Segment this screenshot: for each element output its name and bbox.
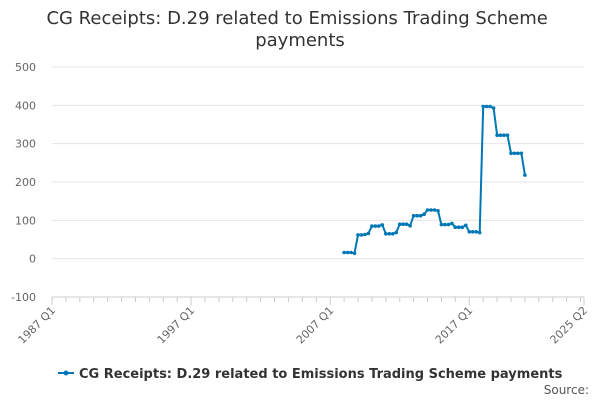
data-point[interactable] xyxy=(443,222,447,227)
data-point[interactable] xyxy=(502,133,506,137)
y-tick-label: 100 xyxy=(15,214,36,227)
data-point[interactable] xyxy=(384,232,388,236)
chart-title: CG Receipts: D.29 related to Emissions T… xyxy=(46,8,553,51)
x-tick-label: 2017 Q1 xyxy=(433,304,476,347)
data-point[interactable] xyxy=(363,232,367,237)
legend-label: CG Receipts: D.29 related to Emissions T… xyxy=(79,367,563,382)
chart-title-line-2: payments xyxy=(255,30,345,51)
gridlines xyxy=(52,66,584,298)
data-point[interactable] xyxy=(394,230,399,235)
data-point[interactable] xyxy=(415,213,419,218)
data-point[interactable] xyxy=(481,104,486,109)
data-point[interactable] xyxy=(429,208,433,212)
y-tick-label: 400 xyxy=(15,99,36,112)
data-point[interactable] xyxy=(498,133,503,137)
data-point[interactable] xyxy=(387,232,392,236)
data-point[interactable] xyxy=(477,230,482,235)
data-point[interactable] xyxy=(342,250,346,255)
data-point[interactable] xyxy=(356,233,360,237)
x-tick-label: 1987 Q1 xyxy=(16,304,59,347)
data-point[interactable] xyxy=(484,104,489,109)
x-axis: 1987 Q1 1997 Q1 2007 Q1 2017 Q1 2025 Q2 xyxy=(16,296,591,347)
data-point[interactable] xyxy=(446,222,451,227)
y-tick-label: 300 xyxy=(15,138,36,151)
x-tick-label: 2007 Q1 xyxy=(294,304,337,347)
data-point[interactable] xyxy=(349,250,353,255)
data-point[interactable] xyxy=(450,221,454,226)
data-point[interactable] xyxy=(373,224,378,228)
y-axis-ticks: -100 0 100 200 300 400 500 xyxy=(11,61,36,304)
data-point[interactable] xyxy=(422,212,426,216)
data-point[interactable] xyxy=(523,173,527,177)
data-point[interactable] xyxy=(516,151,520,156)
data-point[interactable] xyxy=(512,151,517,156)
data-point[interactable] xyxy=(377,224,381,228)
data-point[interactable] xyxy=(467,230,472,234)
data-point[interactable] xyxy=(436,209,440,213)
data-point[interactable] xyxy=(474,230,479,234)
chart-title-line-1: CG Receipts: D.29 related to Emissions T… xyxy=(46,8,547,29)
data-point[interactable] xyxy=(453,225,458,229)
data-point[interactable] xyxy=(380,223,385,227)
source-label: Source: xyxy=(544,383,589,397)
y-tick-label: 200 xyxy=(15,176,36,189)
data-point[interactable] xyxy=(411,213,416,218)
x-tick-label: 1997 Q1 xyxy=(155,304,198,347)
data-point[interactable] xyxy=(509,151,513,156)
x-tick-label: 2025 Q2 xyxy=(548,304,591,347)
data-point[interactable] xyxy=(439,222,444,227)
data-point[interactable] xyxy=(457,225,461,229)
legend-marker xyxy=(63,370,69,376)
data-point[interactable] xyxy=(488,104,492,109)
data-point[interactable] xyxy=(470,230,475,234)
data-point[interactable] xyxy=(432,208,437,212)
data-point[interactable] xyxy=(505,133,510,137)
data-point[interactable] xyxy=(352,251,357,256)
series-line xyxy=(344,105,526,255)
series-group xyxy=(342,104,527,256)
data-point[interactable] xyxy=(397,222,402,226)
data-point[interactable] xyxy=(370,224,374,228)
data-point[interactable] xyxy=(345,250,350,255)
data-point[interactable] xyxy=(404,222,409,226)
legend[interactable]: CG Receipts: D.29 related to Emissions T… xyxy=(58,367,563,382)
data-point[interactable] xyxy=(359,233,364,237)
y-tick-label: 500 xyxy=(15,61,36,74)
data-point[interactable] xyxy=(408,223,412,228)
data-point[interactable] xyxy=(495,133,499,137)
y-tick-label: 0 xyxy=(29,253,36,266)
data-point[interactable] xyxy=(491,106,496,110)
data-point[interactable] xyxy=(464,223,468,228)
data-point[interactable] xyxy=(425,208,430,212)
data-point[interactable] xyxy=(366,231,371,236)
data-point[interactable] xyxy=(418,213,423,218)
data-point[interactable] xyxy=(519,151,524,156)
data-point[interactable] xyxy=(460,225,465,229)
y-tick-label: -100 xyxy=(11,291,36,304)
data-point[interactable] xyxy=(391,232,395,236)
data-point[interactable] xyxy=(401,222,406,226)
